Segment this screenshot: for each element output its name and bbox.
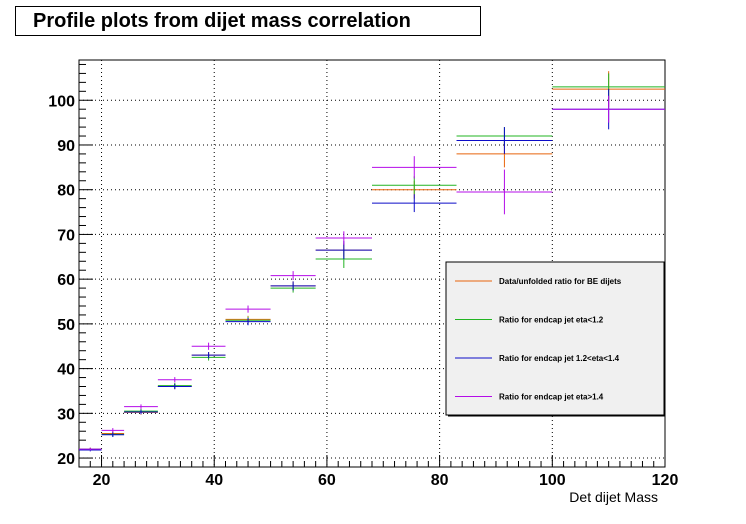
x-tick-label: 120 — [652, 472, 679, 489]
x-axis-label: Det dijet Mass — [569, 489, 658, 505]
x-tick-label: 20 — [93, 472, 111, 489]
legend-label: Data/unfolded ratio for BE dijets — [499, 277, 622, 286]
y-tick-label: 70 — [57, 227, 75, 244]
data-marks — [79, 71, 665, 452]
legend-label: Ratio for endcap jet eta<1.2 — [499, 316, 604, 325]
y-tick-label: 20 — [57, 451, 75, 468]
y-tick-label: 80 — [57, 183, 75, 200]
tick-labels: 20 40 60 80 100 120 20 30 40 50 60 70 80 90 100 — [48, 93, 678, 489]
chart-title: Profile plots from dijet mass correlatio… — [33, 10, 411, 32]
y-tick-label: 60 — [57, 272, 75, 289]
legend-label: Ratio for endcap jet eta>1.4 — [499, 393, 604, 402]
x-tick-label: 40 — [205, 472, 223, 489]
legend-label: Ratio for endcap jet 1.2<eta<1.4 — [499, 354, 620, 363]
axis-ticks — [78, 63, 666, 468]
y-tick-label: 30 — [57, 406, 75, 423]
x-tick-label: 80 — [431, 472, 449, 489]
y-tick-label: 50 — [57, 317, 75, 334]
y-tick-label: 90 — [57, 138, 75, 155]
legend: Data/unfolded ratio for BE dijets Ratio f… — [445, 261, 666, 417]
x-tick-label: 60 — [318, 472, 336, 489]
chart-title-box: Profile plots from dijet mass correlatio… — [15, 6, 481, 36]
legend-box — [445, 261, 665, 416]
y-tick-label: 40 — [57, 362, 75, 379]
x-tick-label: 100 — [539, 472, 566, 489]
y-tick-label: 100 — [48, 93, 75, 110]
